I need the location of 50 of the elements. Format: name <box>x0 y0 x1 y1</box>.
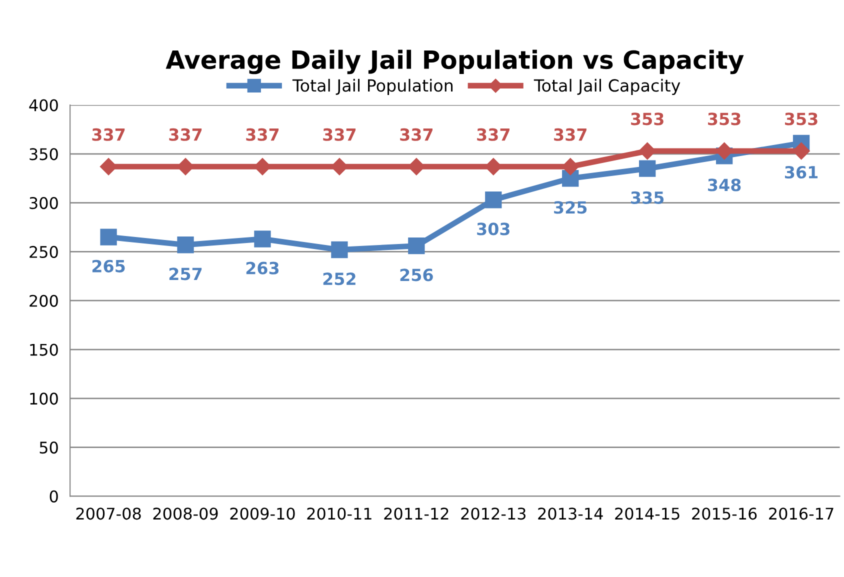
y-tick-label: 150 <box>30 344 58 356</box>
data-label: 353 <box>631 112 664 126</box>
data-label: 337 <box>169 128 202 141</box>
point <box>485 192 502 208</box>
data-label: 256 <box>400 268 433 282</box>
x-tick-label: 2015-16 <box>692 508 757 520</box>
x-tick-label: 2014-15 <box>615 508 680 520</box>
data-label: 337 <box>477 128 510 141</box>
y-tick-label: 300 <box>30 197 58 210</box>
legend-label: Total Jail Population <box>292 78 453 96</box>
chart-title: Average Daily Jail Population vs Capacity <box>166 50 744 74</box>
y-tick-label: 250 <box>30 246 58 258</box>
data-label: 353 <box>785 112 818 126</box>
data-label: 337 <box>92 128 125 141</box>
data-label: 265 <box>92 260 125 272</box>
data-label: 263 <box>246 262 279 274</box>
data-label: 335 <box>631 191 664 204</box>
x-tick-label: 2008-09 <box>153 508 218 520</box>
data-label: 337 <box>246 128 279 141</box>
y-tick-label: 50 <box>40 442 58 454</box>
point <box>254 230 271 248</box>
point <box>408 238 425 254</box>
data-label: 337 <box>554 128 586 141</box>
data-label: 353 <box>708 112 740 126</box>
point <box>177 236 194 254</box>
point <box>100 228 117 246</box>
data-label: 252 <box>323 272 356 286</box>
y-tick-label: 100 <box>30 392 58 405</box>
x-tick-label: 2013-14 <box>538 508 603 520</box>
data-label: 348 <box>708 178 741 192</box>
y-tick-label: 0 <box>50 490 58 503</box>
data-label: 257 <box>169 268 202 280</box>
x-tick-label: 2011-12 <box>384 508 448 520</box>
data-label: 337 <box>400 128 432 141</box>
point <box>638 142 656 160</box>
point <box>639 160 656 177</box>
data-label: 361 <box>785 166 818 179</box>
data-label: 325 <box>554 201 587 214</box>
data-label: 337 <box>323 128 356 141</box>
x-tick-label: 2010-11 <box>307 508 372 520</box>
legend-label: Total Jail Capacity <box>534 78 680 96</box>
x-tick-label: 2012-13 <box>461 508 526 520</box>
point <box>331 241 348 258</box>
x-tick-label: 2009-10 <box>230 508 295 520</box>
x-tick-label: 2007-08 <box>76 508 141 520</box>
y-tick-label: 200 <box>30 294 58 307</box>
y-tick-label: 400 <box>29 99 58 112</box>
y-tick-label: 350 <box>30 148 58 160</box>
data-label: 303 <box>477 222 510 236</box>
x-tick-label: 2016-17 <box>769 508 834 520</box>
